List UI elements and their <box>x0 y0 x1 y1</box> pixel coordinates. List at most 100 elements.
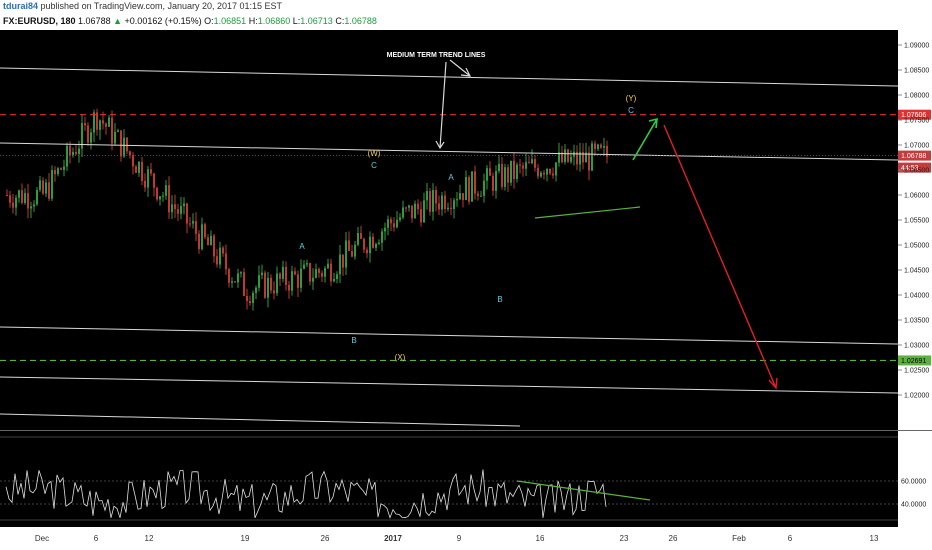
price-tick-label: 1.04500 <box>904 268 929 275</box>
candle-body <box>471 171 473 202</box>
candle-body <box>435 190 437 204</box>
candle-body <box>423 200 425 223</box>
candle-body <box>141 161 143 181</box>
candle-body <box>360 233 362 239</box>
price-badge-text: 1.06788 <box>901 153 926 160</box>
price-pane[interactable] <box>0 30 898 430</box>
candle-body <box>12 202 14 208</box>
candle-body <box>162 195 164 197</box>
candle-body <box>279 273 281 279</box>
wave-label: (W) <box>368 149 381 158</box>
candle-body <box>327 263 329 269</box>
time-tick-label: 2017 <box>384 534 402 543</box>
candle-body <box>87 125 89 143</box>
close-value: 1.06788 <box>344 16 377 26</box>
candle-body <box>165 185 167 196</box>
candle-body <box>270 277 272 291</box>
candle-body <box>489 168 491 176</box>
candle-body <box>78 148 80 155</box>
candle-body <box>186 203 188 224</box>
candle-body <box>120 130 122 157</box>
candle-body <box>276 273 278 294</box>
candle-body <box>483 180 485 196</box>
candle-body <box>171 204 173 213</box>
rsi-pane[interactable] <box>0 431 898 527</box>
candle-body <box>393 223 395 228</box>
candle-body <box>249 300 251 304</box>
author-link[interactable]: tdurai84 <box>3 1 39 11</box>
candle-body <box>261 272 263 276</box>
candle-body <box>273 290 275 294</box>
candle-body <box>6 195 8 196</box>
candle-body <box>222 247 224 254</box>
candle-body <box>24 193 26 203</box>
candle-body <box>81 123 83 149</box>
candle-body <box>396 219 398 228</box>
time-tick-label: Feb <box>732 534 746 543</box>
wave-label: (X) <box>395 353 406 362</box>
trend-annotation[interactable]: MEDIUM TERM TREND LINES <box>387 52 486 59</box>
candle-body <box>465 177 467 201</box>
candle-body <box>96 112 98 130</box>
trend-line-base[interactable] <box>0 413 521 427</box>
candle-body <box>492 175 494 191</box>
close-label: C: <box>335 16 345 26</box>
candle-body <box>462 193 464 201</box>
candle-body <box>216 256 218 265</box>
candle-body <box>363 238 365 250</box>
candle-body <box>306 263 308 265</box>
candle-body <box>357 233 359 245</box>
candle-body <box>348 240 350 251</box>
green-arrow-icon <box>632 117 658 161</box>
candle-body <box>450 207 452 209</box>
price-support-trend[interactable] <box>534 206 641 219</box>
price-badge-text: 1.07606 <box>901 112 926 119</box>
candle-body <box>576 151 578 165</box>
candle-body <box>75 152 77 155</box>
candle-body <box>138 161 140 173</box>
candle-body <box>312 277 314 282</box>
candle-body <box>447 207 449 210</box>
candle-body <box>414 203 416 219</box>
rsi-divergence-line[interactable] <box>516 480 651 501</box>
time-axis-bg <box>0 527 932 550</box>
candle-body <box>252 292 254 304</box>
candle-body <box>375 243 377 248</box>
candle-body <box>402 207 404 218</box>
time-tick-label: 9 <box>457 534 462 543</box>
candle-body <box>552 173 554 176</box>
candle-body <box>420 209 422 223</box>
candle-body <box>117 130 119 132</box>
trend-line-lower[interactable] <box>0 326 899 345</box>
candle-body <box>240 272 242 274</box>
trend-line-upper[interactable] <box>0 67 899 87</box>
time-tick-label: Dec <box>35 534 49 543</box>
candle-body <box>153 173 155 188</box>
candle-body <box>498 163 500 172</box>
candle-body <box>267 277 269 298</box>
candle-body <box>600 144 602 148</box>
price-tick-label: 1.03500 <box>904 318 929 325</box>
high-label: H: <box>248 16 258 26</box>
price-change: +0.00162 (+0.15%) <box>124 16 202 26</box>
trend-line-bottom[interactable] <box>0 376 899 394</box>
candle-body <box>594 143 596 149</box>
trend-line-middle[interactable] <box>0 142 899 161</box>
candle-body <box>159 196 161 200</box>
candle-body <box>417 203 419 210</box>
candle-body <box>459 193 461 200</box>
candle-body <box>108 117 110 127</box>
candle-body <box>192 221 194 224</box>
candle-body <box>297 274 299 288</box>
price-badge: 1.06788 <box>898 150 931 161</box>
price-badge-text: 1.02691 <box>901 358 926 365</box>
candle-body <box>507 167 509 183</box>
candle-body <box>468 177 470 202</box>
candle-body <box>390 219 392 224</box>
candle-body <box>474 171 476 194</box>
candle-body <box>537 167 539 177</box>
rsi-level-label: 40.0000 <box>901 502 926 509</box>
candle-body <box>33 204 35 207</box>
